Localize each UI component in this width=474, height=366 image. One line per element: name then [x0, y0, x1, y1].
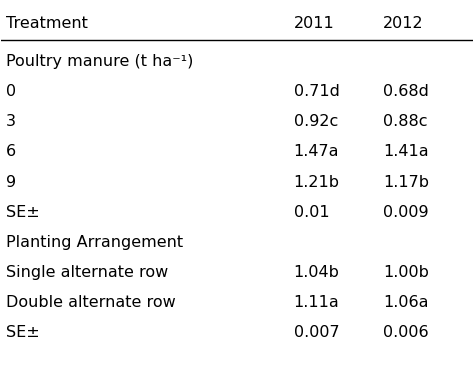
- Text: Poultry manure (t ha⁻¹): Poultry manure (t ha⁻¹): [6, 54, 193, 69]
- Text: 1.11a: 1.11a: [293, 295, 339, 310]
- Text: SE±: SE±: [6, 325, 40, 340]
- Text: 0.007: 0.007: [293, 325, 339, 340]
- Text: 0.92c: 0.92c: [293, 114, 338, 129]
- Text: Single alternate row: Single alternate row: [6, 265, 168, 280]
- Text: 3: 3: [6, 114, 16, 129]
- Text: 6: 6: [6, 145, 16, 160]
- Text: 0: 0: [6, 84, 16, 99]
- Text: 0.009: 0.009: [383, 205, 428, 220]
- Text: 0.71d: 0.71d: [293, 84, 339, 99]
- Text: SE±: SE±: [6, 205, 40, 220]
- Text: 2012: 2012: [383, 16, 424, 31]
- Text: 1.47a: 1.47a: [293, 145, 339, 160]
- Text: 0.006: 0.006: [383, 325, 428, 340]
- Text: Treatment: Treatment: [6, 16, 88, 31]
- Text: 0.88c: 0.88c: [383, 114, 428, 129]
- Text: 1.41a: 1.41a: [383, 145, 428, 160]
- Text: 0.01: 0.01: [293, 205, 329, 220]
- Text: 1.21b: 1.21b: [293, 175, 339, 190]
- Text: Planting Arrangement: Planting Arrangement: [6, 235, 183, 250]
- Text: 9: 9: [6, 175, 16, 190]
- Text: Double alternate row: Double alternate row: [6, 295, 176, 310]
- Text: 1.00b: 1.00b: [383, 265, 429, 280]
- Text: 1.17b: 1.17b: [383, 175, 429, 190]
- Text: 2011: 2011: [293, 16, 334, 31]
- Text: 1.06a: 1.06a: [383, 295, 428, 310]
- Text: 0.68d: 0.68d: [383, 84, 429, 99]
- Text: 1.04b: 1.04b: [293, 265, 339, 280]
